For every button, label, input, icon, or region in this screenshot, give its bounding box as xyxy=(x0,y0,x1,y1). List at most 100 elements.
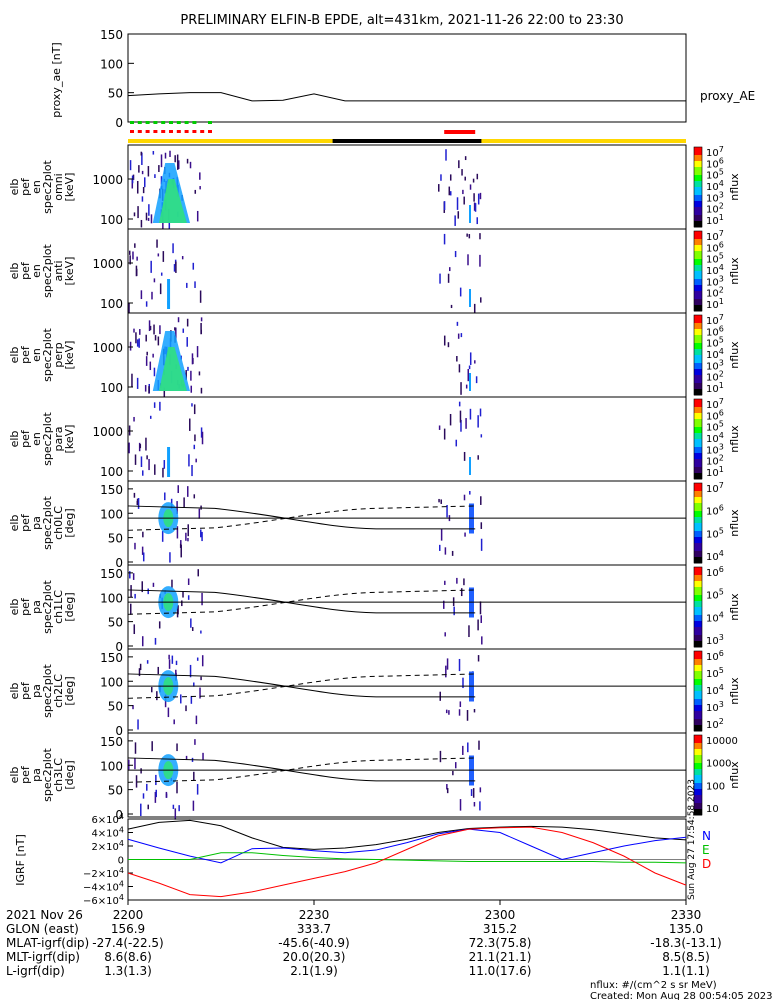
spectrogram-streak xyxy=(142,186,145,194)
spectrogram-streak xyxy=(163,460,166,469)
spectrogram-streak xyxy=(196,657,199,661)
panel-ylabel: [deg] xyxy=(63,676,76,705)
colorbar-cell xyxy=(694,471,702,474)
spectrogram-panel: 1001000elbpefenspec2plotpara[keV]1071061… xyxy=(8,396,741,482)
colorbar-cell xyxy=(694,557,702,560)
colorbar-tick: 102 xyxy=(706,717,724,731)
footer-value: -18.3(-13.1) xyxy=(650,936,721,950)
panel-frame xyxy=(127,732,687,818)
colorbar-cell xyxy=(694,447,702,450)
y-tick-label: 50 xyxy=(108,784,123,798)
spectrogram-streak xyxy=(137,719,139,730)
spectrogram-streak xyxy=(194,189,197,194)
spectrogram-streak xyxy=(175,327,177,340)
spectrogram-streak xyxy=(458,364,461,373)
panel-ylabel: en xyxy=(30,348,43,362)
loss-cone-line xyxy=(127,673,476,698)
spectrogram-streak xyxy=(472,178,475,183)
colorbar-cell xyxy=(694,659,702,662)
spectrogram-streak xyxy=(456,197,459,210)
colorbar-cell xyxy=(694,331,702,334)
footer-value: 1.1(1.1) xyxy=(662,964,710,978)
spectrogram-streak xyxy=(454,762,457,769)
colorbar-cell xyxy=(694,641,702,644)
spectrogram-streak xyxy=(477,415,479,428)
colorbar-cell xyxy=(694,171,702,174)
spectrogram-streak xyxy=(172,243,174,254)
colorbar-cell xyxy=(694,609,702,612)
panel-ylabel: pef xyxy=(19,513,32,532)
colorbar-cell xyxy=(694,625,702,628)
spectrogram-streak xyxy=(439,273,441,284)
colorbar-cell xyxy=(694,687,702,690)
colorbar-cell xyxy=(694,499,702,502)
spectrogram-streak xyxy=(177,485,179,494)
spectrogram-streak xyxy=(466,710,469,721)
marker-green xyxy=(153,121,158,124)
spectrogram-streak xyxy=(185,370,187,380)
colorbar-cell xyxy=(694,413,702,416)
colorbar-cell xyxy=(694,531,702,534)
spectrogram-streak xyxy=(440,528,443,541)
spectrogram-streak xyxy=(129,603,132,615)
colorbar-cell xyxy=(694,629,702,632)
marker-green xyxy=(137,121,142,124)
spectrogram-streak xyxy=(153,324,155,335)
marker-green xyxy=(169,121,173,124)
colorbar-cell xyxy=(694,701,702,704)
spectrogram-panels: 1001000elbpefenspec2plotomni[keV]1071061… xyxy=(8,144,741,822)
igrf-legend-d: D xyxy=(702,857,711,871)
spectrogram-streak xyxy=(473,708,476,713)
spectrogram-streak xyxy=(129,255,131,265)
spectrogram-streak xyxy=(133,212,136,217)
spectrogram-streak xyxy=(458,401,461,407)
y-tick-label: 50 xyxy=(108,700,123,714)
colorbar-tick: 105 xyxy=(706,336,724,350)
spectrogram-core xyxy=(469,457,471,475)
spectrogram-streak xyxy=(439,544,441,551)
spectrogram-streak xyxy=(459,701,462,708)
spectrogram-streak xyxy=(154,174,156,179)
colorbar-cell xyxy=(694,243,702,246)
footer-value: 1.3(1.3) xyxy=(104,964,152,978)
colorbar-cell xyxy=(694,589,702,592)
spectrogram-streak xyxy=(445,665,447,678)
spectrogram-streak xyxy=(189,418,191,431)
spectrogram-streak xyxy=(134,542,136,550)
spectrogram-streak xyxy=(455,439,458,447)
panel-ylabel: elb xyxy=(8,515,21,532)
spectrogram-streak xyxy=(200,317,203,322)
spectrogram-streak xyxy=(444,632,446,637)
panel-ylabel: pef xyxy=(19,765,32,784)
colorbar-cell xyxy=(694,189,702,192)
colorbar-cell xyxy=(694,743,702,746)
spectrogram-streak xyxy=(177,317,180,323)
colorbar-cell xyxy=(694,491,702,494)
colorbar-cell xyxy=(694,543,702,546)
colorbar-cell xyxy=(694,483,702,486)
colorbar-cell xyxy=(694,577,702,580)
colorbar-cell xyxy=(694,725,702,728)
colorbar-cell xyxy=(694,559,702,562)
colorbar-frame xyxy=(693,398,703,480)
colorbar-cell xyxy=(694,527,702,530)
spectrogram-streak xyxy=(449,191,452,196)
spectrogram-streak xyxy=(457,211,460,219)
colorbar-cell xyxy=(694,773,702,776)
spectrogram-streak xyxy=(148,204,150,216)
footer-value: 2230 xyxy=(299,908,330,922)
colorbar-cell xyxy=(694,713,702,716)
colorbar-cell xyxy=(694,627,702,630)
spectrogram-streak xyxy=(175,261,177,273)
colorbar-cell xyxy=(694,509,702,512)
colorbar-cell xyxy=(694,811,702,814)
colorbar-tick: 100 xyxy=(706,781,725,792)
spectrogram-streak xyxy=(147,166,150,177)
footer-value: 135.0 xyxy=(669,922,703,936)
spectrogram-streak xyxy=(146,783,148,791)
spectrogram-streak xyxy=(167,707,170,718)
spectrogram-streak xyxy=(128,442,130,454)
spectrogram-streak xyxy=(164,152,167,159)
spectrogram-streak xyxy=(191,403,193,407)
